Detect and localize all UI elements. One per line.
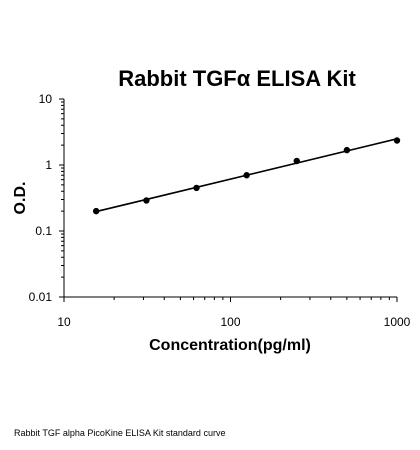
data-point [143,197,150,204]
data-point [393,137,401,144]
x-tick-label: 100 [220,315,240,329]
figure-caption: Rabbit TGF alpha PicoKine ELISA Kit stan… [14,428,226,438]
y-tick-label: 0.1 [35,224,52,238]
plot-area [63,99,397,298]
data-point [343,146,351,154]
data-point [92,207,100,215]
data-point [193,184,200,192]
y-tick-label: 0.01 [29,290,53,304]
y-axis-label: O.D. [12,182,29,215]
y-tick-label: 1 [45,158,52,172]
chart-title: Rabbit TGFα ELISA Kit [118,66,356,91]
x-tick-label: 10 [57,315,71,329]
tick-labels: 10 100 1000 0.01 0.1 1 10 [29,92,411,329]
data-point [293,157,300,165]
points-layer [92,137,401,215]
x-tick-label: 1000 [384,315,411,329]
y-tick-label: 10 [39,92,53,106]
axis-ticks [59,98,398,302]
data-point [243,172,250,179]
x-axis-label: Concentration(pg/ml) [149,337,311,354]
